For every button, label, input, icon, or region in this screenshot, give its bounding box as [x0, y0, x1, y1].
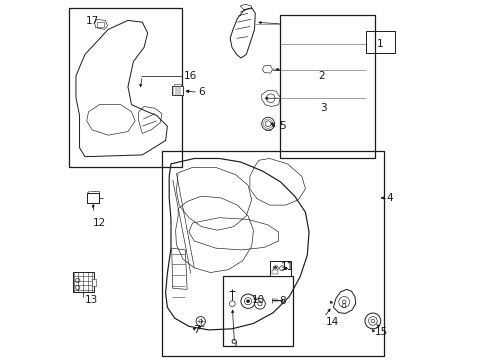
Circle shape — [241, 294, 255, 309]
Text: 12: 12 — [93, 218, 106, 228]
Circle shape — [265, 121, 270, 127]
Bar — [366, 31, 394, 53]
Text: 7: 7 — [193, 325, 200, 335]
Bar — [223, 276, 292, 346]
Circle shape — [229, 301, 235, 307]
Bar — [73, 272, 94, 292]
Bar — [172, 86, 183, 95]
Text: 1: 1 — [376, 39, 383, 49]
Text: 11: 11 — [280, 262, 293, 272]
Text: 16: 16 — [184, 71, 197, 81]
Text: 3: 3 — [319, 103, 326, 113]
Bar — [174, 84, 181, 86]
Bar — [270, 261, 290, 276]
Text: 14: 14 — [325, 317, 338, 327]
Bar — [280, 15, 375, 158]
Circle shape — [364, 313, 380, 329]
Circle shape — [261, 117, 274, 130]
Text: 13: 13 — [85, 295, 98, 305]
Text: 2: 2 — [317, 71, 324, 81]
Circle shape — [196, 317, 205, 326]
Bar — [272, 270, 277, 274]
Text: 15: 15 — [374, 327, 387, 337]
Circle shape — [254, 298, 265, 309]
Text: 5: 5 — [278, 121, 285, 131]
Bar — [97, 22, 104, 27]
Bar — [87, 193, 99, 203]
Bar — [162, 151, 384, 356]
Text: 4: 4 — [386, 193, 393, 203]
Bar — [92, 279, 96, 286]
Text: 8: 8 — [278, 296, 285, 306]
Text: 10: 10 — [251, 295, 264, 305]
Bar — [69, 8, 182, 167]
Text: 9: 9 — [230, 339, 237, 349]
Circle shape — [246, 300, 249, 303]
Text: 17: 17 — [86, 17, 99, 27]
Text: 6: 6 — [198, 87, 205, 97]
